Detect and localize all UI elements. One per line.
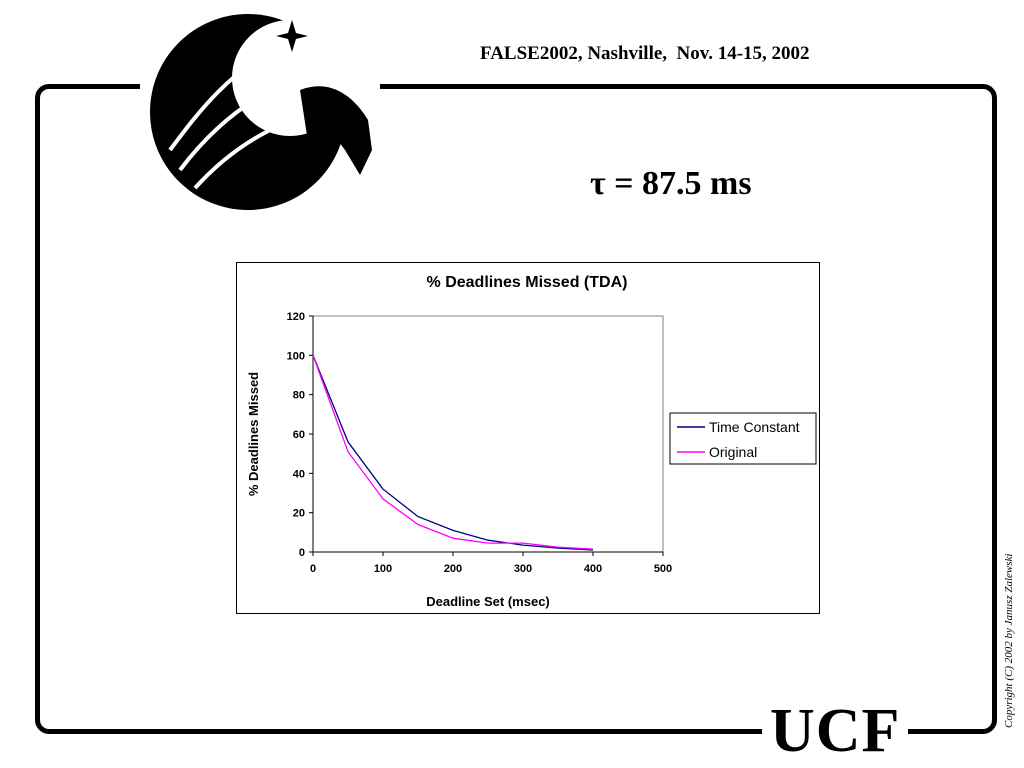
legend-label-time-constant: Time Constant	[709, 419, 800, 435]
series-lines	[312, 355, 594, 551]
axes: 0 20 40 60 80 100 120 0 100 200 300 400 500	[287, 311, 673, 575]
y-tick-label: 120	[287, 311, 305, 323]
y-tick-label: 40	[293, 468, 305, 480]
x-axis-label: Deadline Set (msec)	[426, 594, 550, 609]
chart-container: % Deadlines Missed (TDA) 0 20 40 60 80 100 120…	[236, 262, 820, 614]
x-tick-label: 300	[514, 563, 532, 575]
legend: Time Constant Original	[669, 412, 817, 465]
legend-box	[669, 412, 817, 465]
series-line-time-constant	[312, 355, 594, 551]
y-tick-label: 0	[299, 547, 305, 559]
copyright-notice: Copyright (C) 2002 by Janusz Zalewski	[1003, 553, 1015, 728]
y-tick-label: 80	[293, 390, 305, 402]
y-tick-label: 20	[293, 508, 305, 520]
series-line-original	[312, 355, 594, 550]
slide-title: τ = 87.5 ms	[590, 165, 752, 202]
x-tick-label: 500	[654, 563, 672, 575]
y-tick-label: 60	[293, 429, 305, 441]
pegasus-logo	[140, 0, 380, 220]
y-tick-label: 100	[287, 350, 305, 362]
ucf-logo: UCF	[762, 697, 909, 765]
y-axis-label: % Deadlines Missed	[246, 372, 261, 496]
x-tick-label: 100	[374, 563, 392, 575]
slide-frame	[35, 84, 997, 734]
x-tick-label: 200	[444, 563, 462, 575]
x-tick-label: 0	[310, 563, 316, 575]
plot-area	[312, 315, 664, 553]
conference-header: FALSE2002, Nashville, Nov. 14-15, 2002	[480, 43, 810, 64]
deadlines-chart: % Deadlines Missed (TDA) 0 20 40 60 80 100 120…	[246, 274, 817, 609]
legend-label-original: Original	[709, 444, 757, 460]
x-tick-label: 400	[584, 563, 602, 575]
chart-title: % Deadlines Missed (TDA)	[427, 274, 628, 291]
